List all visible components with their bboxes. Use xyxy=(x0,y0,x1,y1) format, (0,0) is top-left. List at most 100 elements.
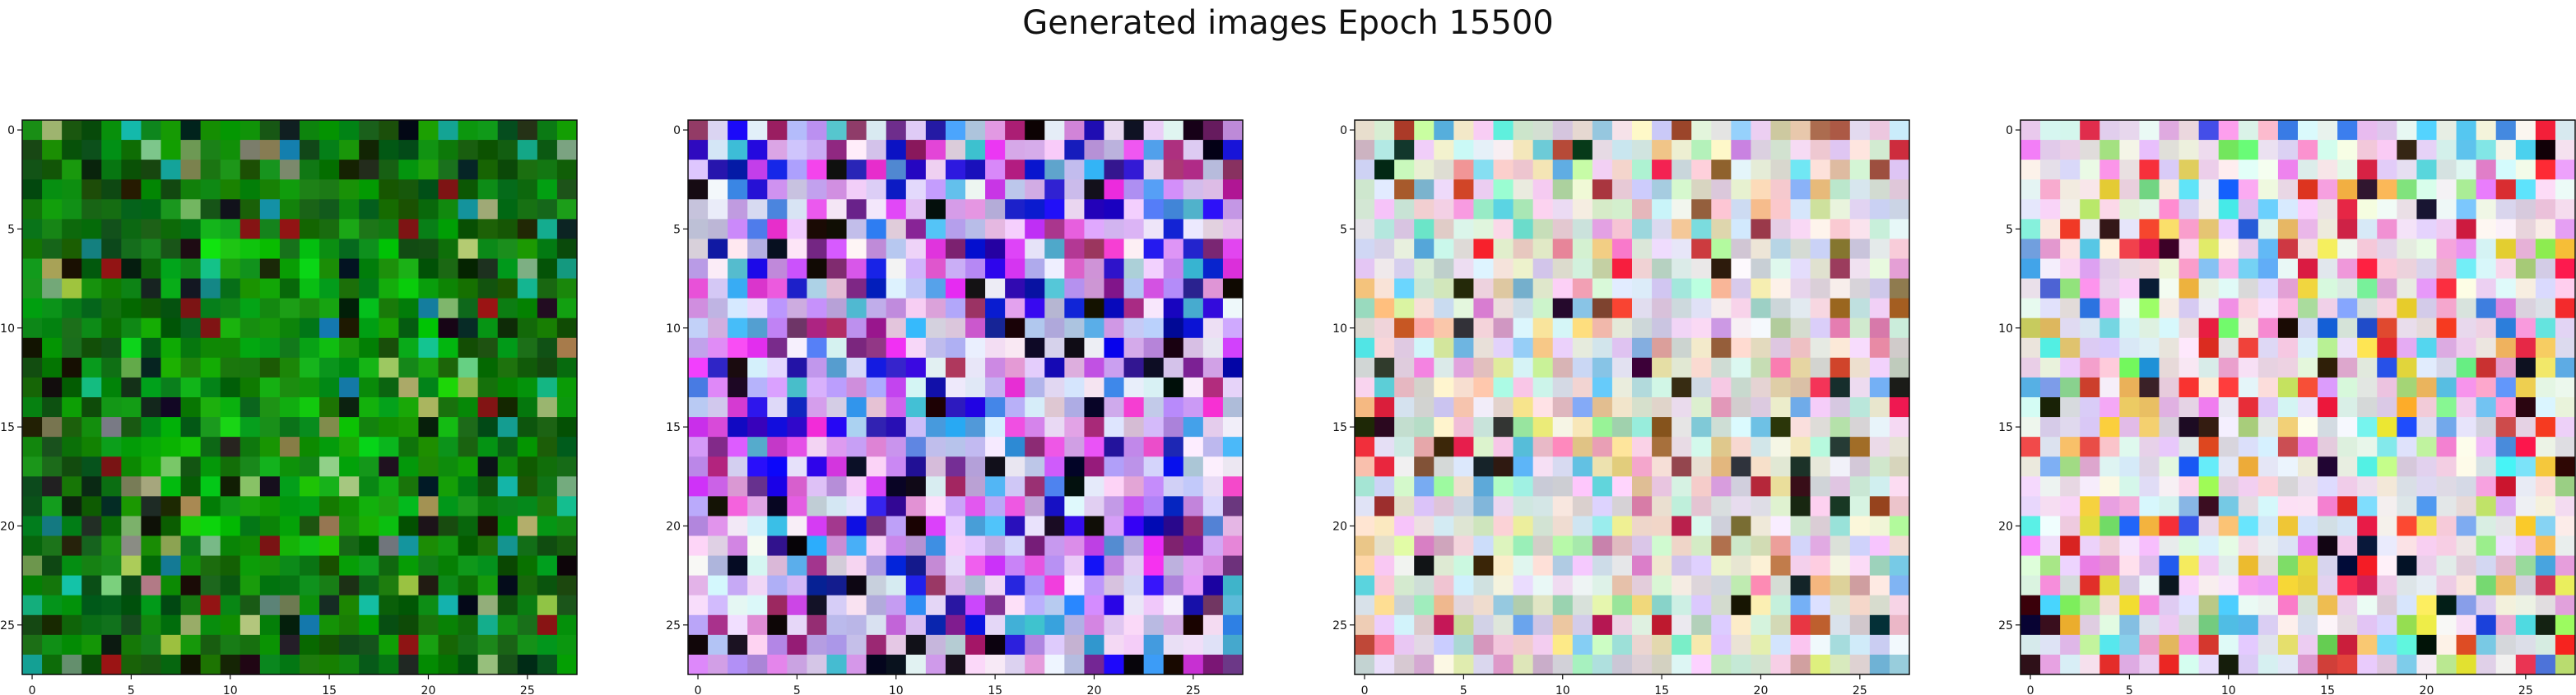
pixel-cell xyxy=(1453,595,1474,616)
pixel-cell xyxy=(1104,635,1125,656)
y-tick-label: 0 xyxy=(7,124,15,137)
pixel-cell xyxy=(2239,417,2259,438)
pixel-cell xyxy=(2199,655,2220,675)
pixel-cell xyxy=(1164,378,1184,398)
pixel-cell xyxy=(2060,397,2081,418)
pixel-cell xyxy=(141,397,161,418)
pixel-cell xyxy=(2219,456,2239,477)
pixel-cell xyxy=(1830,456,1851,477)
pixel-cell xyxy=(42,199,63,220)
pixel-cell xyxy=(985,516,1006,536)
pixel-cell xyxy=(1044,239,1065,259)
pixel-cell xyxy=(926,358,946,378)
pixel-cell xyxy=(1711,259,1732,280)
pixel-cell xyxy=(1374,358,1395,378)
pixel-cell xyxy=(787,378,807,398)
pixel-cell xyxy=(906,239,927,259)
pixel-cell xyxy=(478,536,499,557)
pixel-cell xyxy=(2239,219,2259,239)
pixel-cell xyxy=(1533,417,1554,438)
pixel-cell xyxy=(2337,417,2358,438)
pixel-cell xyxy=(1453,635,1474,656)
pixel-cell xyxy=(141,417,161,438)
pixel-cell xyxy=(398,595,419,616)
pixel-cell xyxy=(1533,437,1554,457)
pixel-cell xyxy=(518,199,538,220)
pixel-cell xyxy=(42,576,63,596)
pixel-cell xyxy=(2119,655,2140,675)
pixel-cell xyxy=(1394,417,1415,438)
pixel-cell xyxy=(161,516,182,536)
pixel-cell xyxy=(1711,655,1732,675)
pixel-cell xyxy=(1870,476,1890,497)
pixel-cell xyxy=(319,199,340,220)
pixel-cell xyxy=(81,120,102,141)
pixel-cell xyxy=(557,496,578,517)
pixel-cell xyxy=(2437,378,2457,398)
pixel-cell xyxy=(1870,655,1890,675)
pixel-cell xyxy=(260,655,281,675)
pixel-cell xyxy=(2437,318,2457,339)
pixel-cell xyxy=(1890,239,1910,259)
pixel-cell xyxy=(1890,536,1910,557)
pixel-cell xyxy=(827,536,848,557)
pixel-cell xyxy=(1494,576,1514,596)
pixel-cell xyxy=(379,556,399,577)
pixel-cell xyxy=(42,615,63,636)
pixel-cell xyxy=(1612,160,1633,180)
pixel-cell xyxy=(1652,655,1672,675)
pixel-cell xyxy=(1632,358,1653,378)
pixel-cell xyxy=(1514,397,1534,418)
pixel-cell xyxy=(1044,199,1065,220)
pixel-cell xyxy=(1473,259,1494,280)
x-tick-label: 10 xyxy=(223,684,238,695)
pixel-cell xyxy=(1711,536,1732,557)
pixel-cell xyxy=(1164,179,1184,200)
pixel-cell xyxy=(1514,595,1534,616)
pixel-cell xyxy=(359,496,379,517)
pixel-cell xyxy=(847,338,867,359)
pixel-cell xyxy=(1672,437,1692,457)
pixel-cell xyxy=(101,417,122,438)
pixel-cell xyxy=(1573,476,1593,497)
pixel-cell xyxy=(2139,556,2160,577)
pixel-cell xyxy=(728,179,748,200)
pixel-cell xyxy=(847,516,867,536)
pixel-cell xyxy=(1064,536,1085,557)
pixel-cell xyxy=(1652,259,1672,280)
pixel-cell xyxy=(2337,338,2358,359)
pixel-cell xyxy=(2377,338,2397,359)
pixel-cell xyxy=(2119,615,2140,636)
pixel-cell xyxy=(458,378,479,398)
pixel-cell xyxy=(1830,635,1851,656)
pixel-cell xyxy=(2457,615,2477,636)
pixel-cell xyxy=(418,516,439,536)
pixel-cell xyxy=(2357,476,2378,497)
pixel-cell xyxy=(2099,417,2120,438)
pixel-cell xyxy=(985,259,1006,280)
pixel-cell xyxy=(1830,437,1851,457)
pixel-cell xyxy=(906,378,927,398)
pixel-cell xyxy=(2318,635,2338,656)
pixel-cell xyxy=(2239,556,2259,577)
pixel-cell xyxy=(518,358,538,378)
pixel-cell xyxy=(537,456,558,477)
pixel-cell xyxy=(1771,556,1792,577)
pixel-cell xyxy=(1890,199,1910,220)
pixel-cell xyxy=(280,496,300,517)
pixel-cell xyxy=(1890,140,1910,160)
pixel-cell xyxy=(1612,358,1633,378)
pixel-cell xyxy=(2318,536,2338,557)
pixel-cell xyxy=(398,516,419,536)
pixel-cell xyxy=(1791,397,1811,418)
pixel-cell xyxy=(81,279,102,299)
pixel-cell xyxy=(1473,179,1494,200)
pixel-cell xyxy=(1183,576,1204,596)
pixel-cell xyxy=(1553,179,1574,200)
pixel-cell xyxy=(2278,496,2299,517)
pixel-cell xyxy=(537,615,558,636)
pixel-cell xyxy=(221,239,241,259)
pixel-cell xyxy=(22,140,43,160)
pixel-cell xyxy=(708,219,728,239)
